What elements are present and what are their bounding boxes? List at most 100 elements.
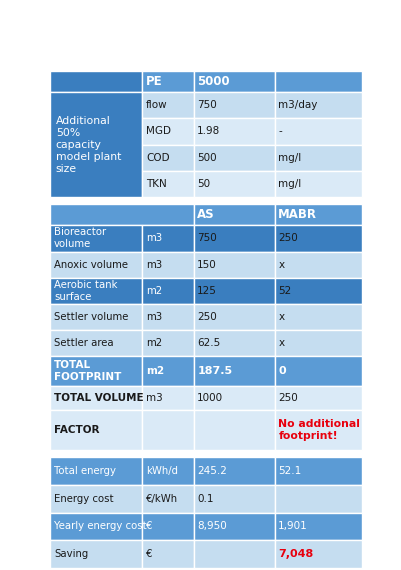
Text: m3: m3 [146, 393, 162, 403]
Bar [193, 512, 274, 540]
Text: m2: m2 [146, 366, 164, 376]
Bar [50, 540, 142, 568]
Bar [274, 119, 361, 145]
Bar [274, 385, 361, 410]
Text: PE: PE [146, 75, 162, 88]
Text: 150: 150 [197, 259, 217, 270]
Text: Anoxic volume: Anoxic volume [54, 259, 128, 270]
Text: 245.2: 245.2 [197, 466, 227, 476]
Bar [50, 278, 142, 304]
Bar [274, 457, 361, 485]
Bar [50, 330, 142, 356]
Bar [193, 145, 274, 170]
Text: AS: AS [197, 208, 215, 221]
Text: €: € [146, 522, 152, 531]
Bar [142, 251, 193, 278]
Bar [274, 92, 361, 119]
Text: m3/day: m3/day [277, 100, 317, 110]
Text: Aerobic tank
surface: Aerobic tank surface [54, 280, 117, 302]
Bar [142, 330, 193, 356]
Text: 52: 52 [277, 286, 291, 296]
Bar [274, 145, 361, 170]
Text: 250: 250 [277, 234, 297, 243]
Text: MGD: MGD [146, 127, 170, 136]
Bar [274, 330, 361, 356]
Text: 187.5: 187.5 [197, 366, 232, 376]
Text: 750: 750 [197, 234, 217, 243]
Bar [193, 71, 274, 92]
Bar [142, 119, 193, 145]
Text: x: x [277, 338, 284, 348]
Bar [193, 92, 274, 119]
Bar [193, 251, 274, 278]
Text: m3: m3 [146, 312, 162, 322]
Bar [193, 170, 274, 197]
Bar [50, 356, 142, 385]
Bar [193, 457, 274, 485]
Text: 750: 750 [197, 100, 217, 110]
Bar [193, 540, 274, 568]
Bar [274, 304, 361, 330]
Text: TOTAL VOLUME: TOTAL VOLUME [54, 393, 143, 403]
Text: Settler area: Settler area [54, 338, 113, 348]
Bar [274, 278, 361, 304]
Text: flow: flow [146, 100, 167, 110]
Text: €/kWh: €/kWh [146, 494, 178, 504]
Text: m2: m2 [146, 286, 162, 296]
Text: Saving: Saving [54, 549, 88, 559]
Bar [193, 485, 274, 512]
Text: 8,950: 8,950 [197, 522, 227, 531]
Bar [274, 170, 361, 197]
Text: 1.98: 1.98 [197, 127, 220, 136]
Bar [50, 225, 142, 251]
Text: No additional
footprint!: No additional footprint! [277, 419, 359, 441]
Bar [193, 119, 274, 145]
Text: mg/l: mg/l [277, 153, 301, 162]
Text: Yearly energy cost: Yearly energy cost [54, 522, 146, 531]
Text: Energy cost: Energy cost [54, 494, 113, 504]
Text: x: x [277, 259, 284, 270]
Bar [142, 225, 193, 251]
Text: 250: 250 [277, 393, 297, 403]
Bar [50, 304, 142, 330]
Text: m2: m2 [146, 338, 162, 348]
Text: 7,048: 7,048 [277, 549, 313, 559]
Text: Bioreactor
volume: Bioreactor volume [54, 227, 106, 250]
Bar [193, 278, 274, 304]
Text: 52.1: 52.1 [277, 466, 301, 476]
Text: MABR: MABR [277, 208, 316, 221]
Text: TOTAL
FOOTPRINT: TOTAL FOOTPRINT [54, 360, 121, 382]
Bar [193, 410, 274, 450]
Text: 50: 50 [197, 179, 210, 189]
Text: Settler volume: Settler volume [54, 312, 128, 322]
Bar [274, 71, 361, 92]
Text: 500: 500 [197, 153, 217, 162]
Text: 1,901: 1,901 [277, 522, 307, 531]
Text: 250: 250 [197, 312, 217, 322]
Bar [50, 204, 193, 225]
Bar [50, 457, 142, 485]
Bar [193, 356, 274, 385]
Bar [50, 512, 142, 540]
Bar [142, 304, 193, 330]
Bar [193, 330, 274, 356]
Bar [274, 540, 361, 568]
Text: FACTOR: FACTOR [54, 425, 99, 435]
Bar [274, 485, 361, 512]
Text: m3: m3 [146, 234, 162, 243]
Bar [193, 204, 274, 225]
Bar [50, 410, 142, 450]
Bar [142, 92, 193, 119]
Bar [274, 410, 361, 450]
Text: 0.1: 0.1 [197, 494, 213, 504]
Text: Total energy: Total energy [54, 466, 116, 476]
Text: Additional
50%
capacity
model plant
size: Additional 50% capacity model plant size [56, 116, 121, 173]
Text: 5000: 5000 [197, 75, 229, 88]
Bar [274, 356, 361, 385]
Text: 0: 0 [277, 366, 285, 376]
Bar [50, 385, 142, 410]
Bar [193, 304, 274, 330]
Bar [193, 385, 274, 410]
Text: 62.5: 62.5 [197, 338, 220, 348]
Bar [274, 512, 361, 540]
